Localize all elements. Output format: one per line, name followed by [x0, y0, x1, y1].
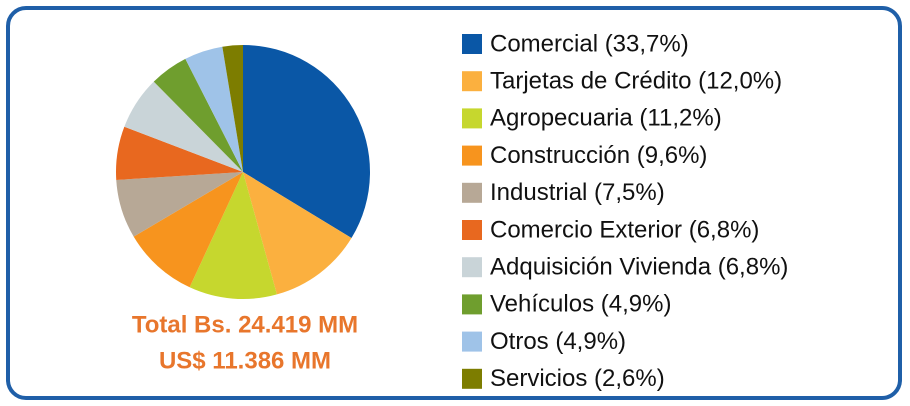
legend-swatch	[462, 145, 482, 166]
legend-label: Otros (4,9%)	[490, 328, 626, 355]
legend-swatch	[462, 108, 482, 129]
pie-slice	[222, 45, 243, 172]
pie-slice	[133, 172, 243, 288]
pie-slice	[243, 172, 352, 295]
legend-label: Adquisición Vivienda (6,8%)	[490, 254, 788, 281]
legend-swatch	[462, 368, 482, 389]
pie-slice	[116, 172, 243, 237]
legend-swatch	[462, 182, 482, 203]
legend-swatch	[462, 331, 482, 352]
pie-slice	[189, 172, 277, 300]
pie-slice	[115, 126, 243, 180]
legend-label: Vehículos (4,9%)	[490, 291, 671, 318]
legend-label: Comercio Exterior (6,8%)	[490, 216, 759, 243]
legend-swatch	[462, 71, 482, 92]
legend-label: Agropecuaria (11,2%)	[490, 105, 722, 132]
legend-label: Comercial (33,7%)	[490, 30, 689, 57]
annotation: Total Bs. 24.419 MM	[132, 311, 358, 338]
legend-swatch	[462, 294, 482, 315]
legend-swatch	[462, 34, 482, 54]
legend-label: Industrial (7,5%)	[490, 179, 665, 206]
pie-slice	[124, 81, 243, 172]
annotation: US$ 11.386 MM	[159, 347, 331, 374]
legend-swatch	[462, 257, 482, 278]
pie-slice	[153, 58, 243, 172]
legend-label: Construcción (9,6%)	[490, 142, 707, 169]
legend-label: Tarjetas de Crédito (12,0%)	[490, 68, 782, 95]
pie-slice	[185, 46, 243, 172]
legend-label: Servicios (2,6%)	[490, 365, 665, 392]
legend-swatch	[462, 220, 482, 240]
pie-slice	[243, 45, 371, 239]
